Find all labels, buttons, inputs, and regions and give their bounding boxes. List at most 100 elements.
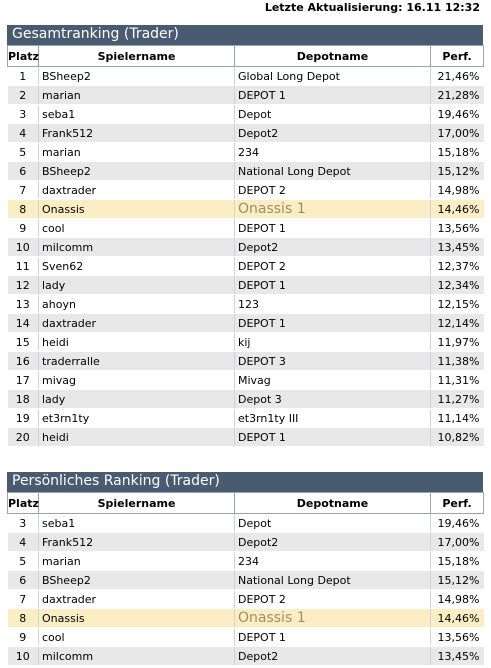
player-name-link[interactable]: marian [38,142,235,162]
performance-cell: 19,46% [430,104,484,124]
player-name-link[interactable]: BSheep2 [38,161,235,181]
player-name-link[interactable]: cool [38,218,235,238]
depot-name-link[interactable]: DEPOT 2 [234,589,431,609]
depot-name-link[interactable]: Mivag [234,370,431,390]
depot-name-link[interactable]: Depot2 [234,646,431,666]
column-header-perf[interactable]: Perf. [430,45,484,67]
depot-name-link[interactable]: Depot [234,104,431,124]
player-name-link[interactable]: heidi [38,427,235,447]
depot-name-link[interactable]: DEPOT 2 [234,180,431,200]
table-row[interactable]: 7 daxtrader DEPOT 2 14,98% [7,180,484,200]
table-row[interactable]: 6 BSheep2 National Long Depot 15,12% [7,161,484,181]
depot-name-link[interactable]: Depot2 [234,237,431,257]
player-name-link[interactable]: lady [38,389,235,409]
depot-name-link[interactable]: Depot2 [234,123,431,143]
table-row[interactable]: 14 daxtrader DEPOT 1 12,14% [7,313,484,333]
table-row[interactable]: 9 cool DEPOT 1 13,56% [7,218,484,238]
player-name-link[interactable]: Onassis [38,608,235,628]
player-name-link[interactable]: marian [38,85,235,105]
depot-name-link[interactable]: Global Long Depot [234,66,431,86]
player-name-link[interactable]: daxtrader [38,313,235,333]
table-row[interactable]: 10 milcomm Depot2 13,45% [7,646,484,666]
player-name-link[interactable]: milcomm [38,237,235,257]
table-row[interactable]: 11 Sven62 DEPOT 2 12,37% [7,256,484,276]
table-row[interactable]: 7 daxtrader DEPOT 2 14,98% [7,589,484,609]
player-name-link[interactable]: marian [38,551,235,571]
column-header-spielername[interactable]: Spielername [38,492,235,514]
player-name-link[interactable]: mivag [38,370,235,390]
depot-name-link[interactable]: DEPOT 2 [234,256,431,276]
depot-name-link[interactable]: Depot [234,513,431,533]
player-name-link[interactable]: daxtrader [38,180,235,200]
player-name-link[interactable]: traderralle [38,351,235,371]
table-row[interactable]: 3 seba1 Depot 19,46% [7,513,484,533]
depot-name-link[interactable]: DEPOT 3 [234,351,431,371]
table-row[interactable]: 10 milcomm Depot2 13,45% [7,237,484,257]
table-row[interactable]: 8 Onassis Onassis 1 14,46% [7,199,484,219]
depot-name-link[interactable]: kij [234,332,431,352]
global-ranking-table: Platz Spielername Depotname Perf. 1 BShee… [7,45,484,447]
depot-name-link[interactable]: et3rn1ty III [234,408,431,428]
table-row[interactable]: 4 Frank512 Depot2 17,00% [7,532,484,552]
depot-name-link[interactable]: DEPOT 1 [234,275,431,295]
column-header-platz[interactable]: Platz [7,45,39,67]
depot-name-link[interactable]: DEPOT 1 [234,218,431,238]
depot-name-link[interactable]: National Long Depot [234,570,431,590]
table-row[interactable]: 5 marian 234 15,18% [7,551,484,571]
column-header-spielername[interactable]: Spielername [38,45,235,67]
depot-name-link[interactable]: DEPOT 1 [234,427,431,447]
table-row[interactable]: 13 ahoyn 123 12,15% [7,294,484,314]
table-row[interactable]: 1 BSheep2 Global Long Depot 21,46% [7,66,484,86]
player-name-link[interactable]: et3rn1ty [38,408,235,428]
table-row[interactable]: 5 marian 234 15,18% [7,142,484,162]
table-row[interactable]: 16 traderralle DEPOT 3 11,38% [7,351,484,371]
table-header-row: Platz Spielername Depotname Perf. [7,45,484,67]
rank-cell: 10 [7,646,39,666]
player-name-link[interactable]: cool [38,627,235,647]
table-row[interactable]: 6 BSheep2 National Long Depot 15,12% [7,570,484,590]
depot-name-link[interactable]: Depot2 [234,532,431,552]
table-row[interactable]: 8 Onassis Onassis 1 14,46% [7,608,484,628]
depot-name-link[interactable]: 234 [234,551,431,571]
table-row[interactable]: 17 mivag Mivag 11,31% [7,370,484,390]
depot-name-link[interactable]: 123 [234,294,431,314]
player-name-link[interactable]: daxtrader [38,589,235,609]
column-header-depotname[interactable]: Depotname [234,45,431,67]
depot-name-link[interactable]: Onassis 1 [234,199,431,219]
table-row[interactable]: 9 cool DEPOT 1 13,56% [7,627,484,647]
depot-name-link[interactable]: 234 [234,142,431,162]
player-name-link[interactable]: Frank512 [38,123,235,143]
depot-name-link[interactable]: National Long Depot [234,161,431,181]
depot-name-link[interactable]: DEPOT 1 [234,85,431,105]
player-name-link[interactable]: BSheep2 [38,570,235,590]
player-name-link[interactable]: Frank512 [38,532,235,552]
column-header-platz[interactable]: Platz [7,492,39,514]
depot-name-link[interactable]: Depot 3 [234,389,431,409]
player-name-link[interactable]: ahoyn [38,294,235,314]
player-name-link[interactable]: Sven62 [38,256,235,276]
player-name-link[interactable]: heidi [38,332,235,352]
player-name-link[interactable]: Onassis [38,199,235,219]
player-name-link[interactable]: BSheep2 [38,66,235,86]
table-row[interactable]: 19 et3rn1ty et3rn1ty III 11,14% [7,408,484,428]
table-row[interactable]: 3 seba1 Depot 19,46% [7,104,484,124]
performance-cell: 17,00% [430,532,484,552]
table-row[interactable]: 20 heidi DEPOT 1 10,82% [7,427,484,447]
player-name-link[interactable]: milcomm [38,646,235,666]
player-name-link[interactable]: lady [38,275,235,295]
performance-cell: 15,18% [430,551,484,571]
table-row[interactable]: 4 Frank512 Depot2 17,00% [7,123,484,143]
table-row[interactable]: 2 marian DEPOT 1 21,28% [7,85,484,105]
rank-cell: 8 [7,199,39,219]
table-row[interactable]: 18 lady Depot 3 11,27% [7,389,484,409]
player-name-link[interactable]: seba1 [38,104,235,124]
personal-ranking-title: Persönliches Ranking (Trader) [7,472,483,492]
depot-name-link[interactable]: Onassis 1 [234,608,431,628]
table-row[interactable]: 15 heidi kij 11,97% [7,332,484,352]
depot-name-link[interactable]: DEPOT 1 [234,627,431,647]
column-header-depotname[interactable]: Depotname [234,492,431,514]
column-header-perf[interactable]: Perf. [430,492,484,514]
table-row[interactable]: 12 lady DEPOT 1 12,34% [7,275,484,295]
player-name-link[interactable]: seba1 [38,513,235,533]
depot-name-link[interactable]: DEPOT 1 [234,313,431,333]
